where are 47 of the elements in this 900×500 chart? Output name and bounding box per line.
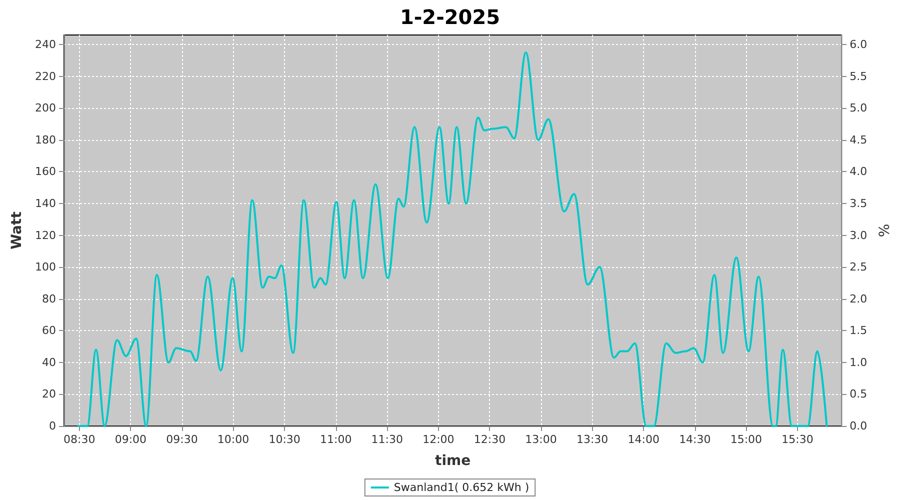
line-series	[77, 51, 828, 427]
x-tick-label: 08:30	[64, 433, 96, 446]
y-tick-label: 100	[35, 260, 56, 274]
y2-tick-label: 4.5	[850, 133, 868, 146]
y2-tick-label: 0.5	[850, 388, 868, 401]
x-tick-label: 10:00	[217, 433, 250, 446]
y2-tick-label: 4.0	[850, 165, 868, 178]
x-tick-label: 15:30	[782, 433, 814, 446]
y-axis-title: Watt	[9, 211, 25, 250]
legend-label: Swanland1( 0.652 kWh )	[394, 481, 530, 494]
y2-tick-label: 5.0	[850, 102, 868, 115]
y-tick-label: 180	[35, 133, 56, 146]
x-tick-label: 13:00	[525, 433, 557, 446]
x-tick-label: 10:30	[268, 433, 300, 446]
y-tick-label: 200	[35, 102, 56, 115]
y-tick-label: 60	[42, 324, 56, 338]
x-tick-label: 13:30	[576, 433, 608, 446]
y2-tick-label: 1.5	[850, 324, 868, 338]
y-tick-label: 0	[49, 420, 56, 432]
y-tick-label: 80	[42, 292, 56, 306]
y2-tick-label: 1.0	[850, 356, 868, 369]
y2-tick-label: 5.5	[850, 70, 868, 83]
x-tick-label: 11:00	[320, 433, 352, 446]
x-tick-label: 14:30	[679, 433, 711, 446]
x-tick-label: 12:00	[422, 433, 454, 446]
y2-tick-label: 3.5	[850, 196, 868, 210]
y2-tick-label: 0.0	[850, 420, 868, 432]
x-tick-label: 09:00	[114, 433, 147, 446]
y-tick-label: 20	[42, 388, 56, 401]
y2-tick-label: 6.0	[850, 38, 868, 52]
x-tick-label: 11:30	[371, 433, 403, 446]
x-axis-title: time	[435, 453, 471, 469]
y-tick-label: 40	[42, 356, 56, 369]
y-tick-label: 120	[35, 228, 56, 242]
y2-tick-label: 2.5	[850, 260, 868, 274]
y2-axis-title: %	[877, 224, 893, 238]
x-tick-label: 09:30	[166, 433, 198, 446]
y2-tick-label: 3.0	[850, 228, 868, 242]
y-tick-label: 240	[35, 38, 56, 52]
x-tick-label: 12:30	[474, 433, 506, 446]
y-tick-label: 160	[35, 165, 56, 178]
chart-title: 1-2-2025	[400, 5, 500, 29]
y-tick-label: 220	[35, 70, 56, 83]
y2-tick-label: 2.0	[850, 292, 868, 306]
x-tick-label: 15:00	[730, 433, 762, 446]
x-tick-label: 14:00	[628, 433, 660, 446]
y-tick-label: 140	[35, 196, 56, 210]
